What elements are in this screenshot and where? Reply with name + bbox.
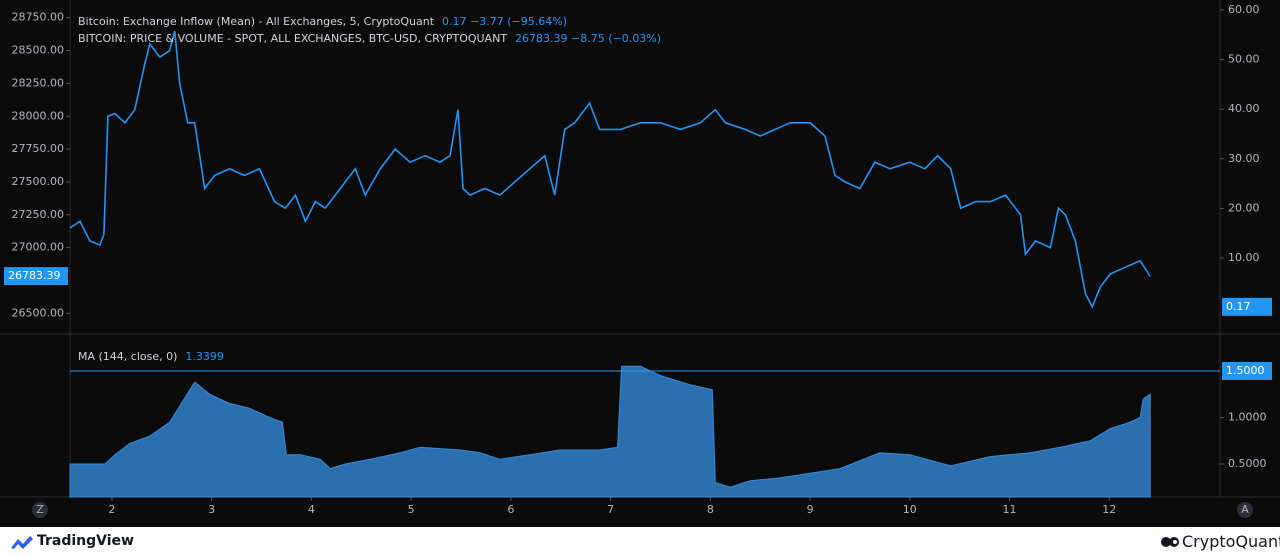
x-tick-label: 2 — [108, 503, 115, 516]
y-tick-label: 28000.00 — [12, 109, 65, 122]
y-tick-label: 27000.00 — [12, 241, 65, 254]
legend-readout: 1.3399 — [185, 350, 224, 363]
last-price-box — [4, 267, 68, 286]
y-tick-label: 28500.00 — [12, 44, 65, 57]
y2-tick-label: 10.00 — [1228, 251, 1260, 264]
y2-tick-label: 20.00 — [1228, 201, 1260, 214]
y2-tick-label: 30.00 — [1228, 152, 1260, 165]
tradingview-brand: TradingView — [37, 533, 134, 549]
y-tick-label: 27500.00 — [12, 175, 65, 188]
level-box — [1222, 361, 1272, 380]
last-inflow-label: 0.17 — [1226, 300, 1251, 313]
legend-name: Bitcoin: Exchange Inflow (Mean) - All Ex… — [78, 15, 435, 28]
y-tick-label: 28250.00 — [12, 76, 65, 89]
legend-entry: Bitcoin: Exchange Inflow (Mean) - All Ex… — [78, 15, 567, 28]
legend-entry: MA (144, close, 0) 1.3399 — [78, 350, 224, 363]
y-tick-label: 26500.00 — [12, 306, 65, 319]
chart: Z A 26500.00 27000.00 27250.00 27500.00 2775… — [0, 0, 1280, 527]
z-button[interactable] — [32, 502, 48, 518]
y2-tick-label: 60.00 — [1228, 3, 1260, 16]
y-tick-label: 28750.00 — [12, 11, 65, 24]
y2-tick-label: 50.00 — [1228, 53, 1260, 66]
cryptoquant-brand: CryptoQuant — [1182, 532, 1280, 551]
y-tick-label: 27250.00 — [12, 208, 65, 221]
legend-readout: 26783.39 −8.75 (−0.03%) — [515, 32, 661, 45]
price-line — [69, 30, 1151, 309]
a-button[interactable] — [1237, 502, 1253, 518]
y-tick-label: 27750.00 — [12, 142, 65, 155]
x-tick-label: 5 — [408, 503, 415, 516]
legend-name: BITCOIN: PRICE & VOLUME - SPOT, ALL EXCH… — [78, 32, 507, 45]
legend-entry: BITCOIN: PRICE & VOLUME - SPOT, ALL EXCH… — [78, 32, 661, 45]
x-tick-label: 6 — [507, 503, 514, 516]
cryptoquant-logo — [1161, 537, 1179, 547]
x-tick-label: 12 — [1102, 503, 1116, 516]
last-price-label: 26783.39 — [8, 269, 61, 282]
level-label: 1.5000 — [1226, 364, 1265, 377]
z-button-label[interactable]: Z — [36, 503, 44, 516]
x-tick-label: 9 — [807, 503, 814, 516]
legend-name: MA (144, close, 0) — [78, 350, 177, 363]
x-tick-label: 3 — [208, 503, 215, 516]
footer: TradingView CryptoQuant — [0, 527, 1280, 557]
y2-tick-label: 0.5000 — [1228, 457, 1267, 470]
last-inflow-box — [1222, 297, 1272, 316]
x-tick-label: 7 — [607, 503, 614, 516]
x-tick-label: 10 — [903, 503, 917, 516]
a-button-label[interactable]: A — [1241, 503, 1249, 516]
x-tick-label: 11 — [1003, 503, 1017, 516]
tradingview-logo — [11, 536, 33, 549]
x-tick-label: 4 — [308, 503, 315, 516]
x-tick-label: 8 — [707, 503, 714, 516]
y2-tick-label: 40.00 — [1228, 102, 1260, 115]
ma-area — [69, 365, 1151, 498]
legend-readout: 0.17 −3.77 (−95.64%) — [442, 15, 567, 28]
y2-tick-label: 1.0000 — [1228, 410, 1267, 423]
